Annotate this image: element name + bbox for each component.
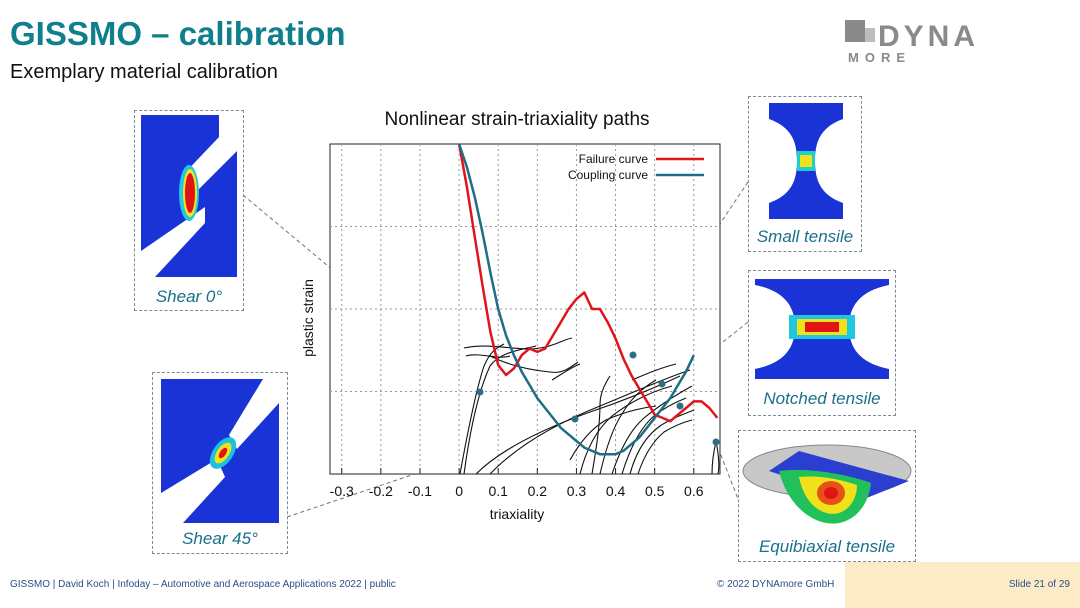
slide-number: Slide 21 of 29 [1008, 579, 1070, 590]
equibiaxial-specimen-image [742, 444, 912, 524]
x-tick-label: -0.2 [369, 483, 393, 499]
path-marker [629, 351, 637, 359]
strain-path [551, 363, 581, 381]
x-tick-label: 0.5 [645, 483, 665, 499]
failure-curve-line [457, 143, 719, 423]
strain-path [463, 345, 537, 475]
panel-shear-0: Shear 0° [134, 110, 244, 311]
coupling-curve-line [457, 143, 695, 456]
caption-notched-tensile: Notched tensile [763, 389, 881, 408]
panel-small-tensile: Small tensile [748, 96, 862, 252]
series-lines [457, 143, 719, 456]
path-marker [571, 415, 579, 423]
slide-title: GISSMO – calibration [10, 15, 346, 52]
path-marker [658, 380, 666, 388]
strain-path [569, 405, 657, 461]
strain-path [475, 375, 681, 475]
strain-path [459, 343, 505, 475]
strain-triaxiality-chart: -0.3 -0.2 -0.1 0 0.1 0.2 0.3 0.4 0.5 0.6 Failure … [329, 143, 721, 499]
strain-path [465, 354, 511, 358]
caption-small-tensile: Small tensile [756, 227, 854, 246]
strain-path [591, 375, 611, 475]
x-tick-label: 0.2 [528, 483, 548, 499]
panel-equibiaxial: Equibiaxial tensile [738, 430, 916, 562]
panel-notched-tensile: Notched tensile [748, 270, 896, 416]
caption-equibiaxial: Equibiaxial tensile [758, 537, 896, 556]
shear-45-specimen-image [161, 379, 279, 523]
strain-path [637, 419, 693, 475]
grid-lines [330, 144, 720, 474]
dynamore-logo: DYNA MORE [845, 20, 979, 64]
footer-copyright: © 2022 DYNAmore GmbH [717, 579, 835, 590]
x-tick-label: 0 [455, 483, 463, 499]
small-tensile-specimen-image [769, 103, 843, 219]
footer-text: GISSMO | David Koch | Infoday – Automoti… [10, 579, 396, 590]
x-tick-label: -0.3 [330, 483, 354, 499]
strain-path [611, 385, 693, 475]
legend-label-failure: Failure curve [579, 152, 649, 166]
chart-title: Nonlinear strain-triaxiality paths [384, 109, 650, 130]
svg-text:MORE: MORE [848, 50, 911, 64]
x-tick-label: 0.1 [488, 483, 508, 499]
strain-path [489, 355, 579, 373]
x-tick-label: 0.6 [684, 483, 704, 499]
strain-path [579, 385, 673, 475]
footer-highlight [845, 562, 1080, 608]
black-strain-paths [459, 337, 720, 475]
legend-label-coupling: Coupling curve [568, 168, 648, 182]
caption-shear-0: Shear 0° [155, 287, 223, 306]
path-marker [712, 438, 720, 446]
svg-text:DYNA: DYNA [878, 20, 979, 53]
strain-path [629, 409, 695, 475]
panel-shear-45: Shear 45° [152, 372, 288, 554]
strain-path [631, 363, 677, 381]
strain-path [621, 397, 687, 475]
shear-0-specimen-image [141, 115, 237, 277]
x-tick-label: 0.4 [606, 483, 626, 499]
strain-path [463, 337, 573, 350]
notched-tensile-specimen-image [755, 279, 889, 379]
path-marker [676, 402, 684, 410]
x-axis-label: triaxiality [489, 506, 545, 522]
legend: Failure curve Coupling curve [568, 152, 704, 182]
path-marker [476, 388, 484, 396]
path-end-markers [476, 351, 720, 446]
slide-subtitle: Exemplary material calibration [10, 61, 278, 83]
x-ticks: -0.3 -0.2 -0.1 0 0.1 0.2 0.3 0.4 0.5 0.6 [330, 468, 704, 499]
x-tick-label: -0.1 [408, 483, 432, 499]
caption-shear-45: Shear 45° [182, 529, 258, 548]
x-tick-label: 0.3 [567, 483, 587, 499]
